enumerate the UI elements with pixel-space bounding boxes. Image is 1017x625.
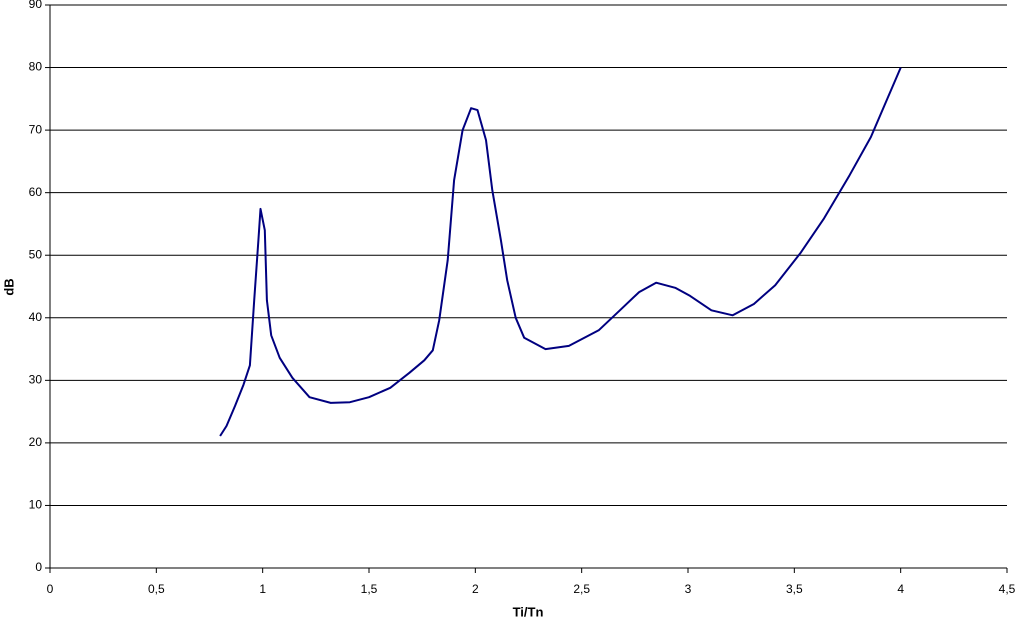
y-tick-label: 40 [29, 310, 43, 324]
x-tick-label: 0 [47, 582, 54, 596]
x-tick-label: 4 [897, 582, 904, 596]
y-tick-label: 90 [29, 0, 43, 11]
y-tick-label: 70 [29, 122, 43, 136]
x-tick-label: 4,5 [999, 582, 1016, 596]
y-axis-label: dB [1, 278, 16, 295]
y-tick-label: 80 [29, 60, 43, 74]
y-tick-label: 30 [29, 373, 43, 387]
y-tick-label: 10 [29, 498, 43, 512]
x-tick-label: 2 [472, 582, 479, 596]
y-tick-label: 50 [29, 247, 43, 261]
x-tick-label: 3,5 [786, 582, 803, 596]
x-tick-label: 0,5 [148, 582, 165, 596]
x-tick-label: 3 [685, 582, 692, 596]
y-tick-label: 60 [29, 185, 43, 199]
x-tick-label: 1,5 [361, 582, 378, 596]
x-tick-label: 2,5 [573, 582, 590, 596]
y-tick-label: 20 [29, 435, 43, 449]
data-line [219, 67, 902, 437]
y-tick-label: 0 [35, 560, 42, 574]
x-axis-label: Ti/Tn [513, 604, 544, 619]
x-tick-label: 1 [259, 582, 266, 596]
